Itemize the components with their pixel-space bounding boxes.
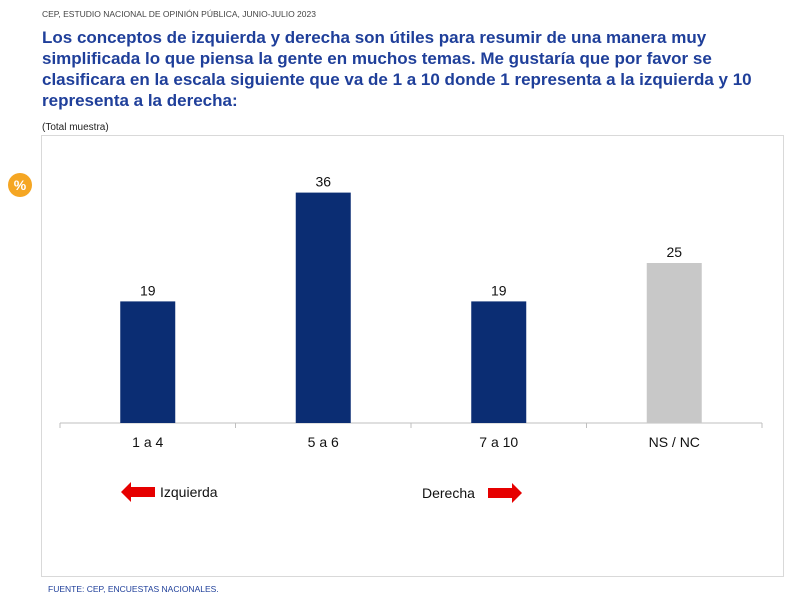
data-label: 36: [315, 174, 331, 190]
right-arrow-label: Derecha: [422, 485, 475, 501]
sample-subtitle: (Total muestra): [42, 122, 109, 133]
bar: [471, 301, 527, 423]
bar: [295, 192, 351, 423]
right-arrow-group: Derecha: [422, 483, 522, 503]
x-tick-label: 1 a 4: [132, 434, 163, 450]
bar: [120, 301, 176, 423]
right-arrow-icon: [488, 483, 522, 503]
question-title: Los conceptos de izquierda y derecha son…: [42, 28, 752, 110]
bar: [646, 263, 702, 423]
data-label: 25: [666, 244, 682, 260]
left-arrow-label: Izquierda: [160, 484, 218, 500]
left-arrow-icon: [121, 482, 155, 502]
data-label: 19: [491, 282, 507, 298]
x-tick-label: 5 a 6: [308, 434, 339, 450]
x-tick-label: NS / NC: [649, 434, 700, 450]
percent-badge-icon: %: [8, 173, 32, 197]
x-tick-label: 7 a 10: [479, 434, 518, 450]
header-source: CEP, ESTUDIO NACIONAL DE OPINIÓN PÚBLICA…: [42, 9, 316, 19]
data-label: 19: [140, 282, 156, 298]
left-arrow-group: Izquierda: [121, 482, 218, 502]
source-footer: FUENTE: CEP, ENCUESTAS NACIONALES.: [48, 584, 219, 594]
